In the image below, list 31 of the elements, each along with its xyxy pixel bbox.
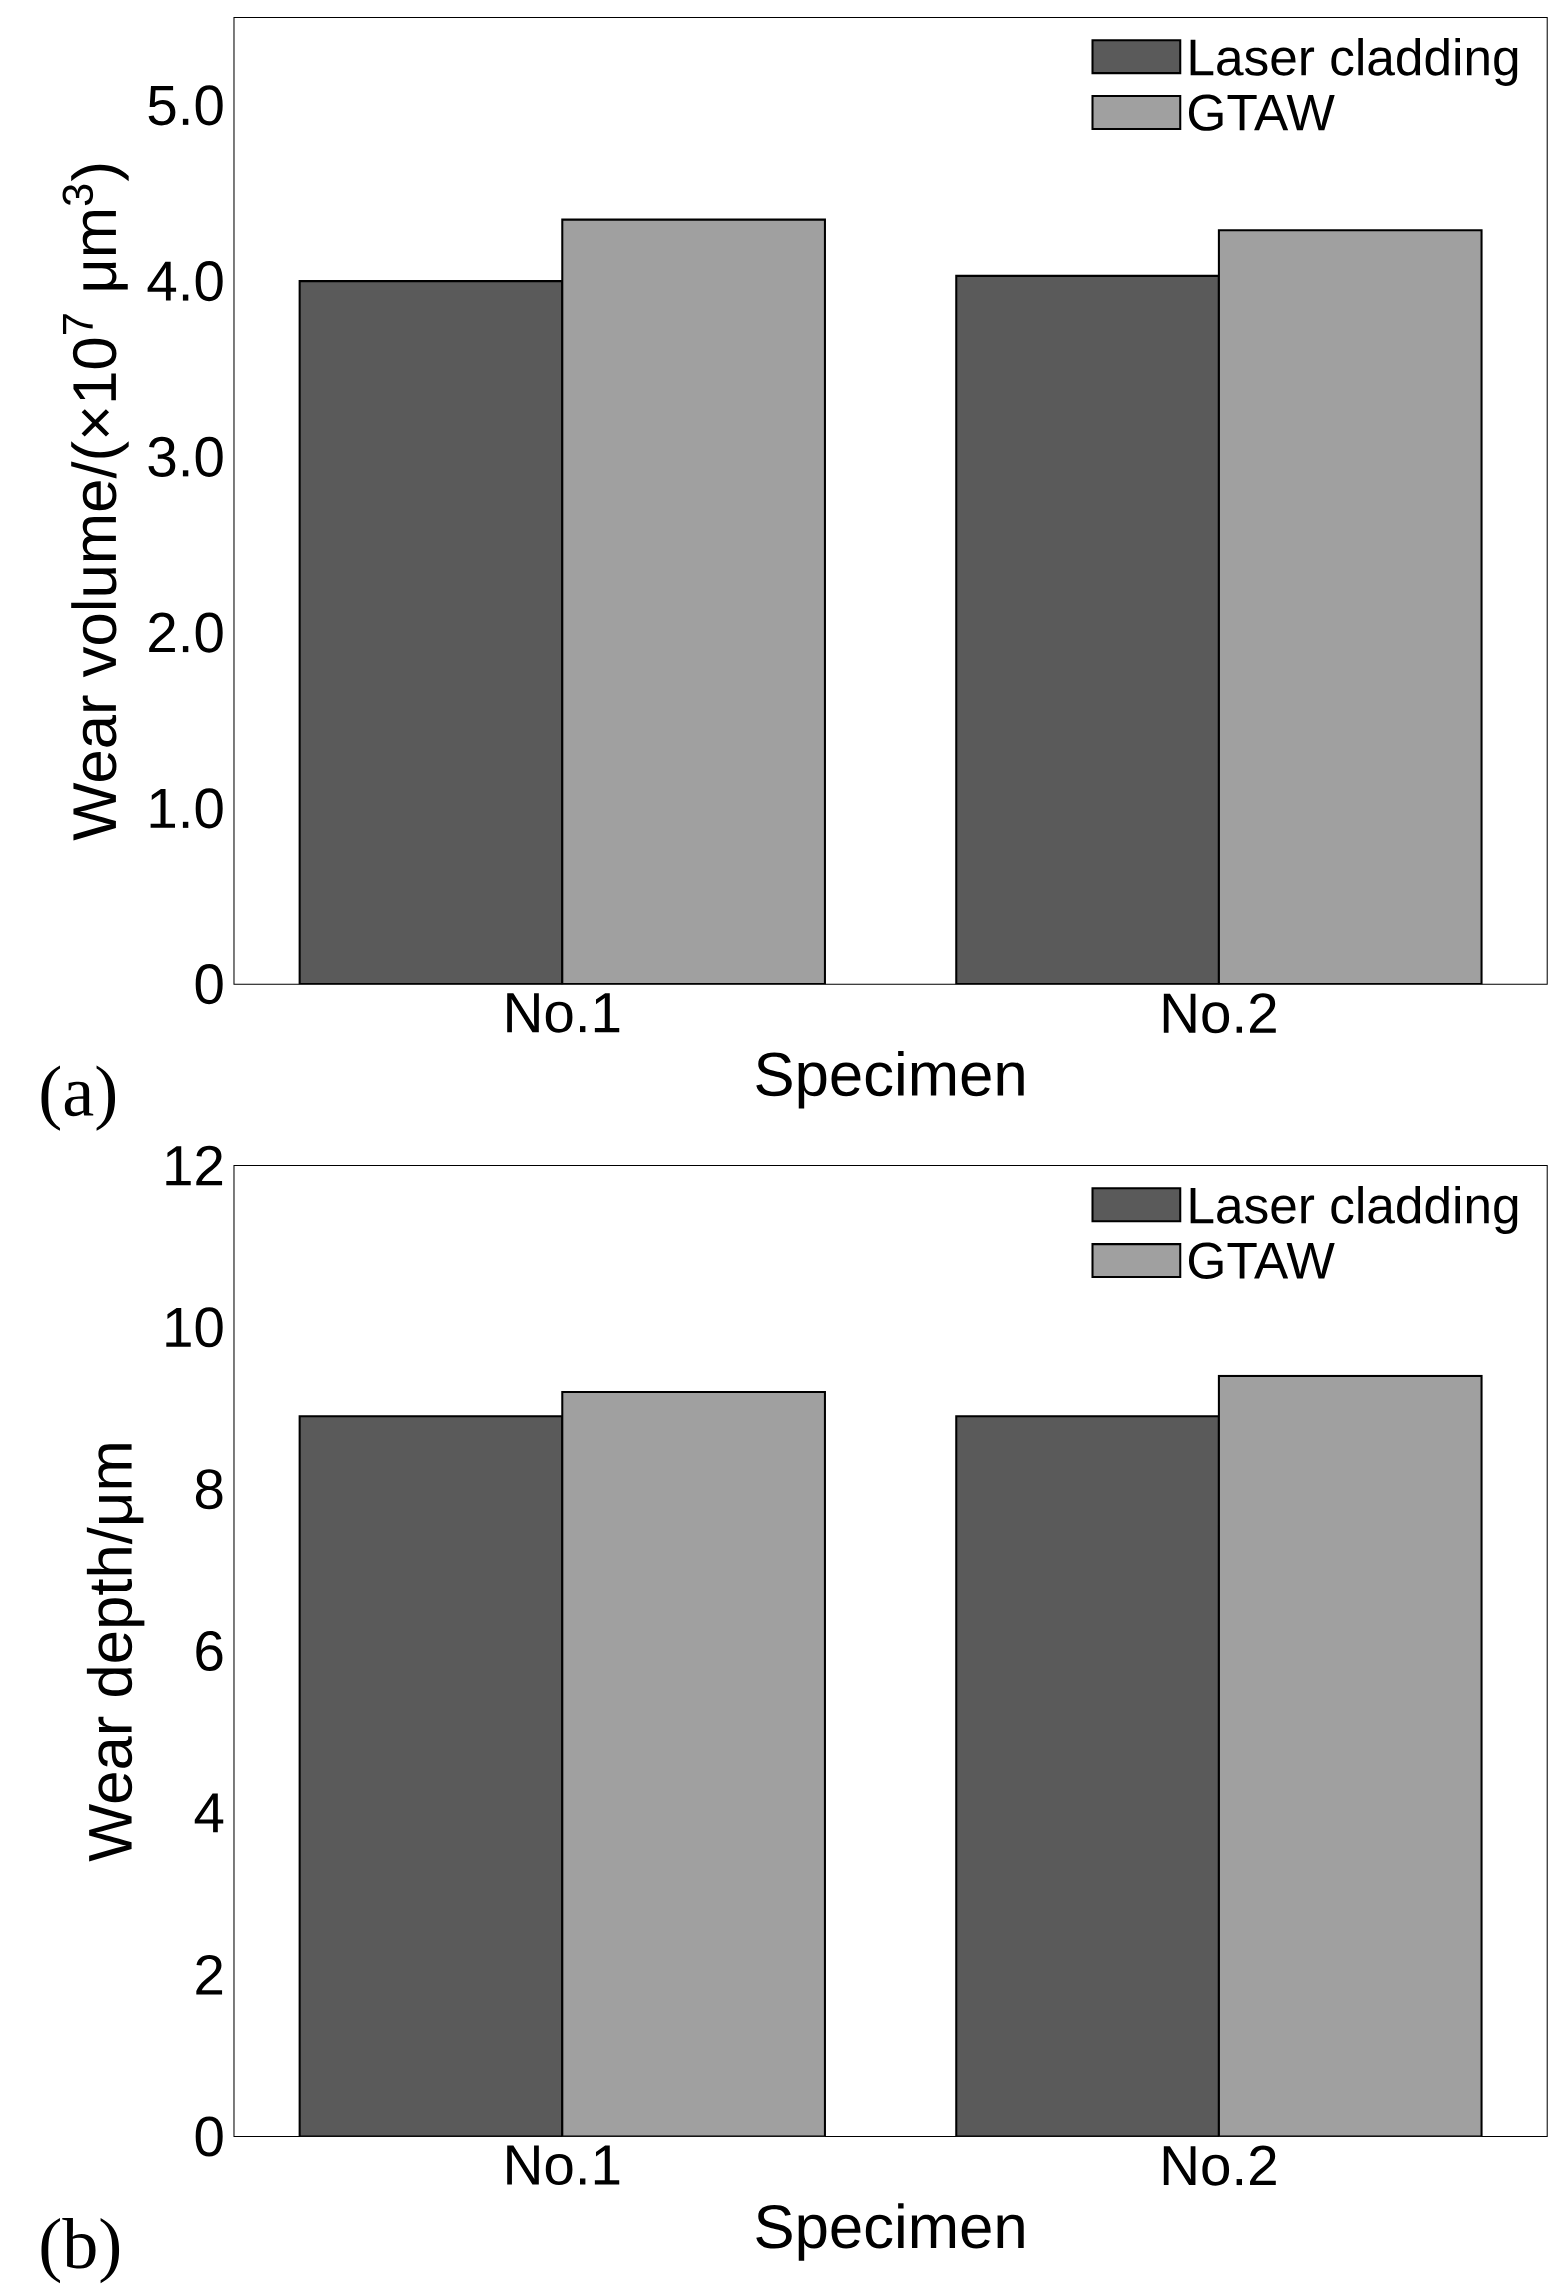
- y-tick-label: 0: [195, 2116, 223, 2157]
- y-tick-label: 1.0: [150, 788, 223, 829]
- y-tick-label: 2.0: [149, 612, 223, 653]
- legend-label: Laser cladding: [1190, 37, 1518, 86]
- legend-label: Laser cladding: [1190, 1186, 1518, 1234]
- bar: [1218, 229, 1483, 985]
- y-tick-label: 8: [196, 1469, 223, 1510]
- y-tick-label: 6: [196, 1630, 223, 1672]
- x-tick-label: No.1: [507, 2145, 620, 2186]
- y-tick-label: 0: [195, 964, 223, 1005]
- x-tick-label: No.2: [1164, 2145, 1276, 2186]
- y-tick-label: 3.0: [148, 436, 223, 477]
- y-tick-label: 2: [196, 1954, 223, 1995]
- y-tick-label: 4.0: [147, 261, 223, 302]
- x-axis-title: Specimen: [756, 1050, 1024, 1109]
- y-tick-label: 5.0: [148, 85, 223, 126]
- y-axis-title: Wear depth/μm: [87, 1444, 145, 1862]
- y-tick-label: 12: [166, 1145, 223, 1186]
- legend-label: GTAW: [1189, 1242, 1335, 1279]
- bar: [298, 280, 564, 985]
- y-tick-label: 10: [166, 1307, 223, 1348]
- x-tick-label: No.2: [1164, 993, 1276, 1034]
- legend-label: GTAW: [1189, 94, 1335, 131]
- x-tick-label: No.1: [507, 993, 620, 1033]
- x-axis-title: Specimen: [756, 2203, 1024, 2261]
- bar: [561, 218, 827, 985]
- text: (b): [41, 2217, 120, 2284]
- y-tick-label: 4: [194, 1793, 224, 1833]
- y-axis-title: Wear volume/(×10$^{7}$ μm$^{3}$): [62, 164, 129, 841]
- text: (a): [41, 1065, 116, 1131]
- bar: [955, 274, 1221, 985]
